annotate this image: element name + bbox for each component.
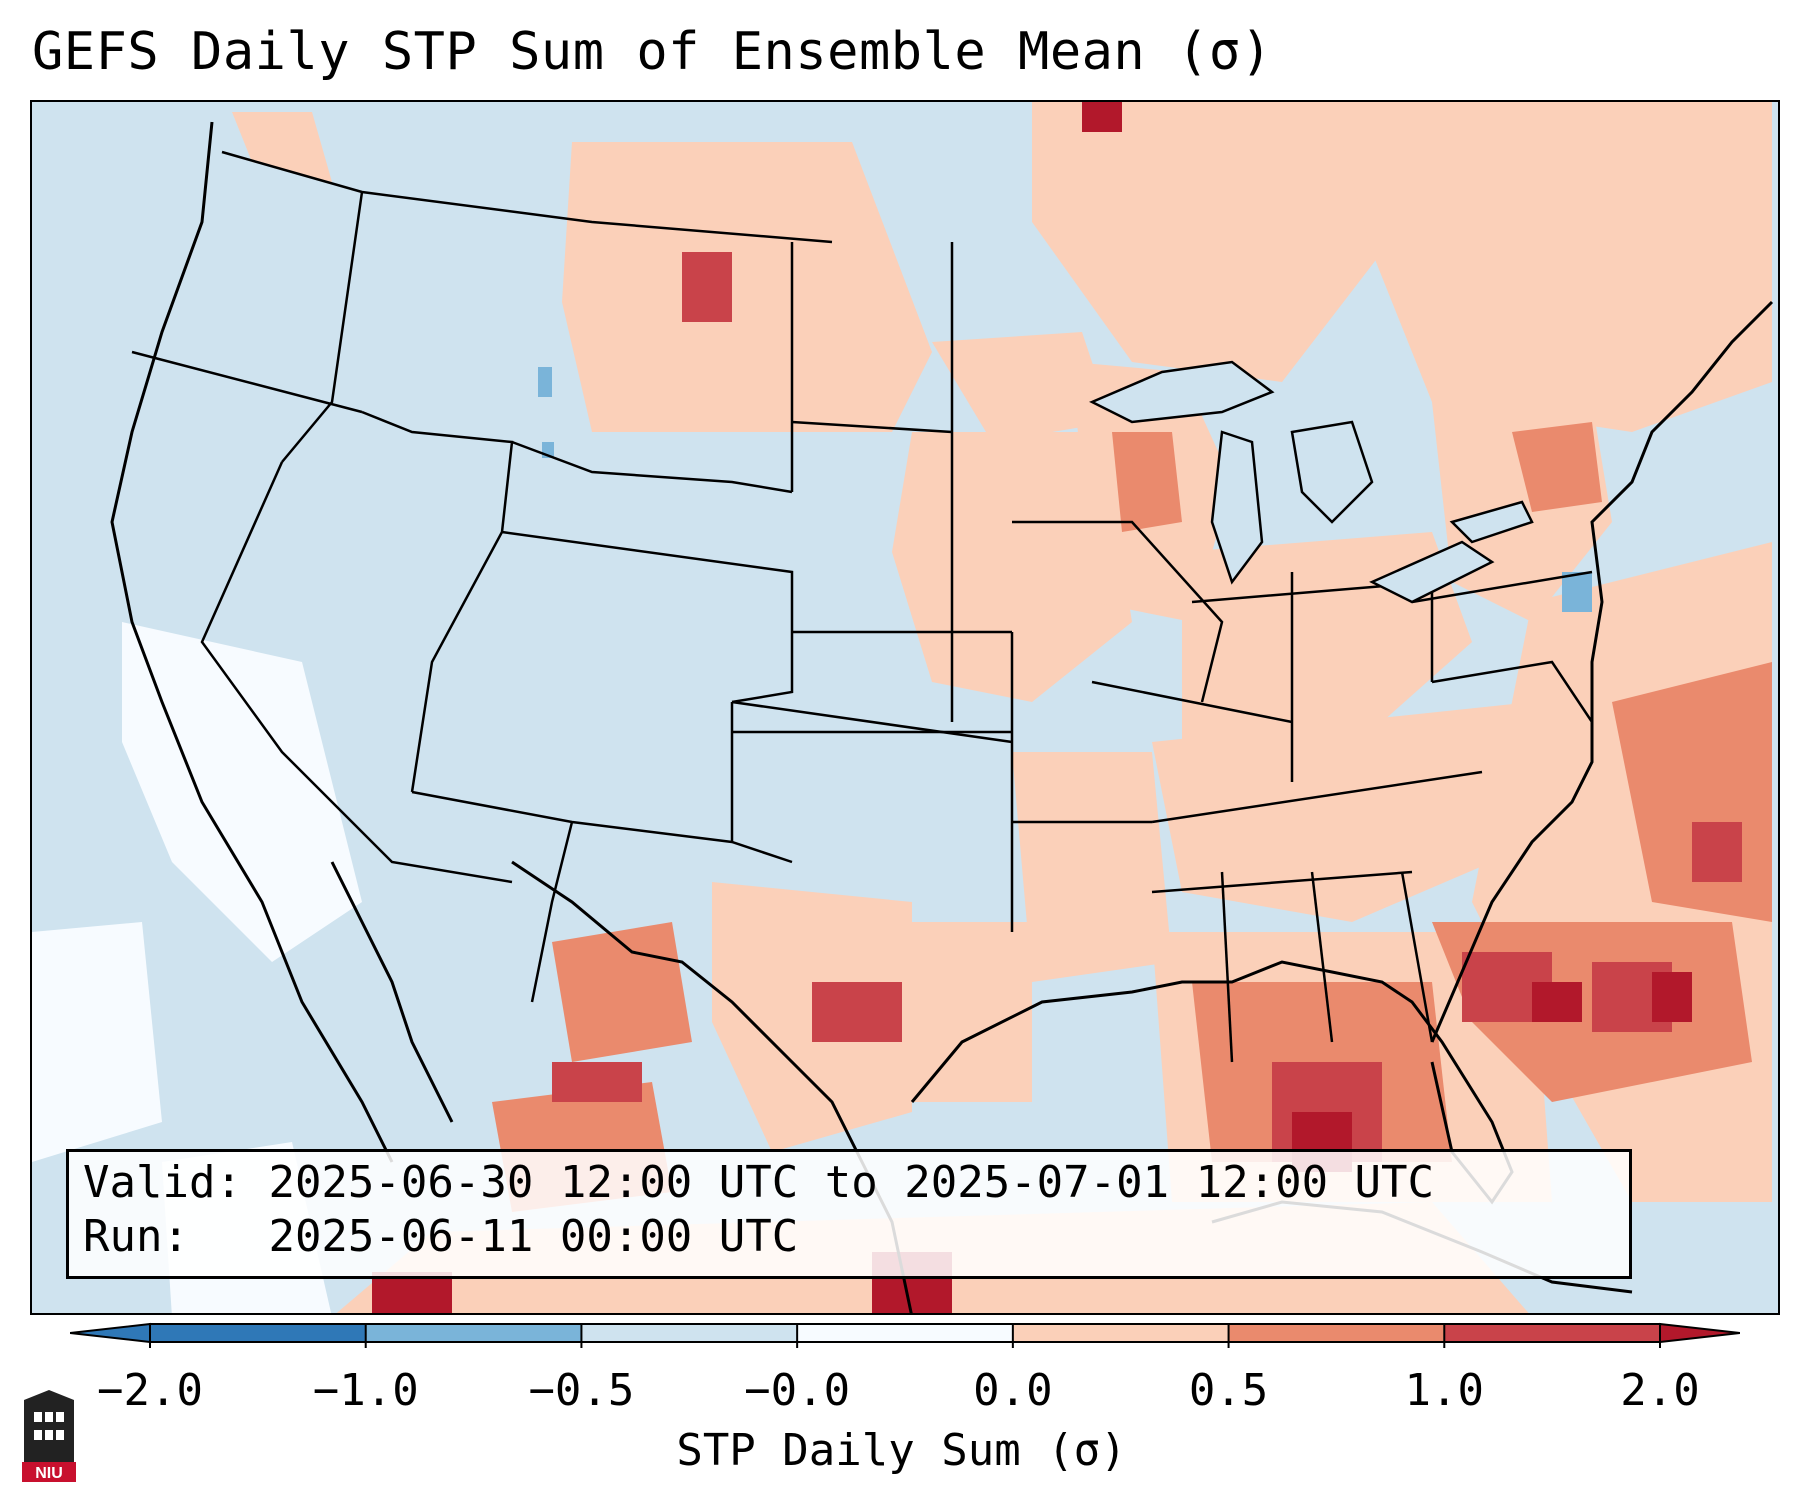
run-label: Run: bbox=[83, 1211, 189, 1262]
colorbar-segment bbox=[1444, 1324, 1660, 1342]
logo-badge bbox=[22, 1462, 76, 1482]
colorbar-tick-label: −0.0 bbox=[744, 1365, 851, 1416]
valid-label: Valid: bbox=[83, 1157, 242, 1208]
run-value: 2025-06-11 00:00 UTC bbox=[268, 1211, 799, 1262]
colorbar-ticks bbox=[149, 1324, 1661, 1348]
anomaly-negative bbox=[538, 367, 1592, 612]
map-svg bbox=[32, 102, 1774, 1313]
valid-run-box: Valid: 2025-06-30 12:00 UTC to 2025-07-0… bbox=[66, 1149, 1632, 1279]
colorbar-segment bbox=[1228, 1324, 1445, 1342]
colorbar-tick-label: 1.0 bbox=[1404, 1365, 1485, 1416]
great-lakes bbox=[1089, 360, 1534, 604]
colorbar-tick-label: 0.5 bbox=[1188, 1365, 1269, 1416]
colorbar-segment bbox=[1012, 1324, 1229, 1342]
colorbar-tick-label: 2.0 bbox=[1620, 1365, 1700, 1416]
colorbar-title: STP Daily Sum (σ) bbox=[676, 1425, 1127, 1476]
valid-value: 2025-06-30 12:00 UTC to 2025-07-01 12:00… bbox=[268, 1157, 1435, 1208]
colorbar-tick-label: −2.0 bbox=[97, 1365, 203, 1416]
niu-logo: NIU bbox=[22, 1390, 76, 1482]
chart-title: GEFS Daily STP Sum of Ensemble Mean (σ) bbox=[32, 22, 1273, 82]
state-borders bbox=[131, 150, 1594, 1063]
colorbar-tick-label: −1.0 bbox=[312, 1365, 419, 1416]
colorbar-segment bbox=[150, 1324, 366, 1342]
colorbar-tick-label: −0.5 bbox=[528, 1365, 635, 1416]
colorbar-segment bbox=[365, 1324, 582, 1342]
colorbar-extend-low bbox=[70, 1322, 151, 1344]
colorbar bbox=[70, 1322, 1740, 1348]
colorbar-segment bbox=[797, 1324, 1013, 1342]
colorbar-segment bbox=[581, 1324, 798, 1342]
logo-text: NIU bbox=[35, 1465, 63, 1482]
map-panel[interactable] bbox=[30, 100, 1780, 1315]
colorbar-extend-high bbox=[1659, 1322, 1740, 1344]
anomaly-light-red bbox=[232, 102, 1772, 1313]
colorbar-tick-label: 0.0 bbox=[973, 1365, 1053, 1416]
colorbar-segments bbox=[70, 1322, 1740, 1344]
